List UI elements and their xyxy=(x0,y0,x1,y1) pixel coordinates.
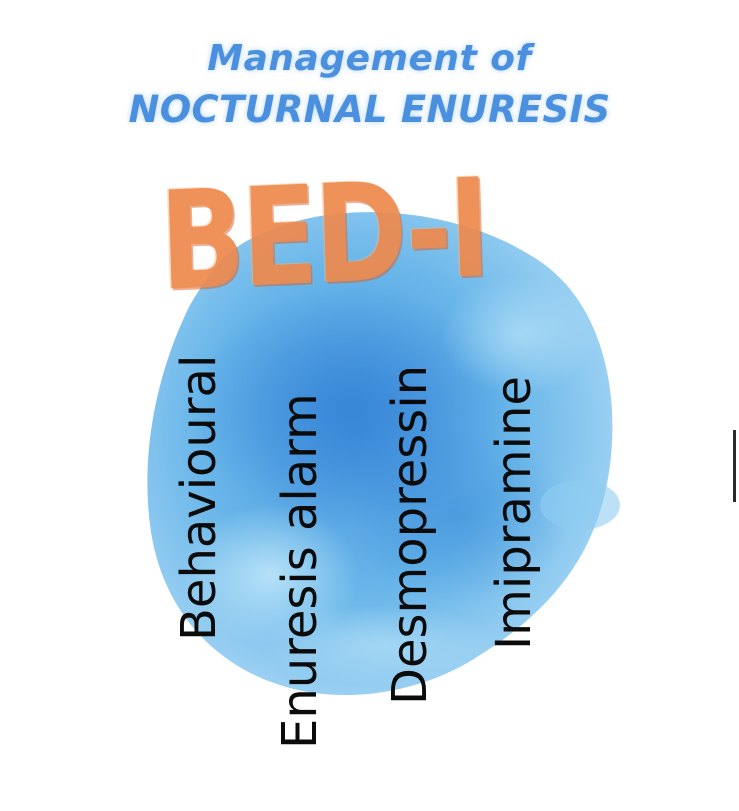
term-imipramine: Imipramine xyxy=(486,376,542,650)
term-column-2: Enuresis alarm xyxy=(272,393,328,749)
title-line-1: Management of xyxy=(207,38,532,79)
term-column-3: Desmopressin xyxy=(382,365,438,705)
term-column-4: Imipramine xyxy=(486,376,542,650)
term-desmopressin: Desmopressin xyxy=(382,364,438,705)
watercolor-blob xyxy=(147,212,620,696)
term-column-1: Behavioural xyxy=(171,355,227,641)
title-line-2: NOCTURNAL ENURESIS xyxy=(128,88,611,131)
acronym-bed-i: BED-I xyxy=(157,150,490,322)
term-enuresis-alarm: Enuresis alarm xyxy=(272,393,328,749)
term-behavioural: Behavioural xyxy=(171,354,227,641)
edge-mark xyxy=(733,430,736,502)
